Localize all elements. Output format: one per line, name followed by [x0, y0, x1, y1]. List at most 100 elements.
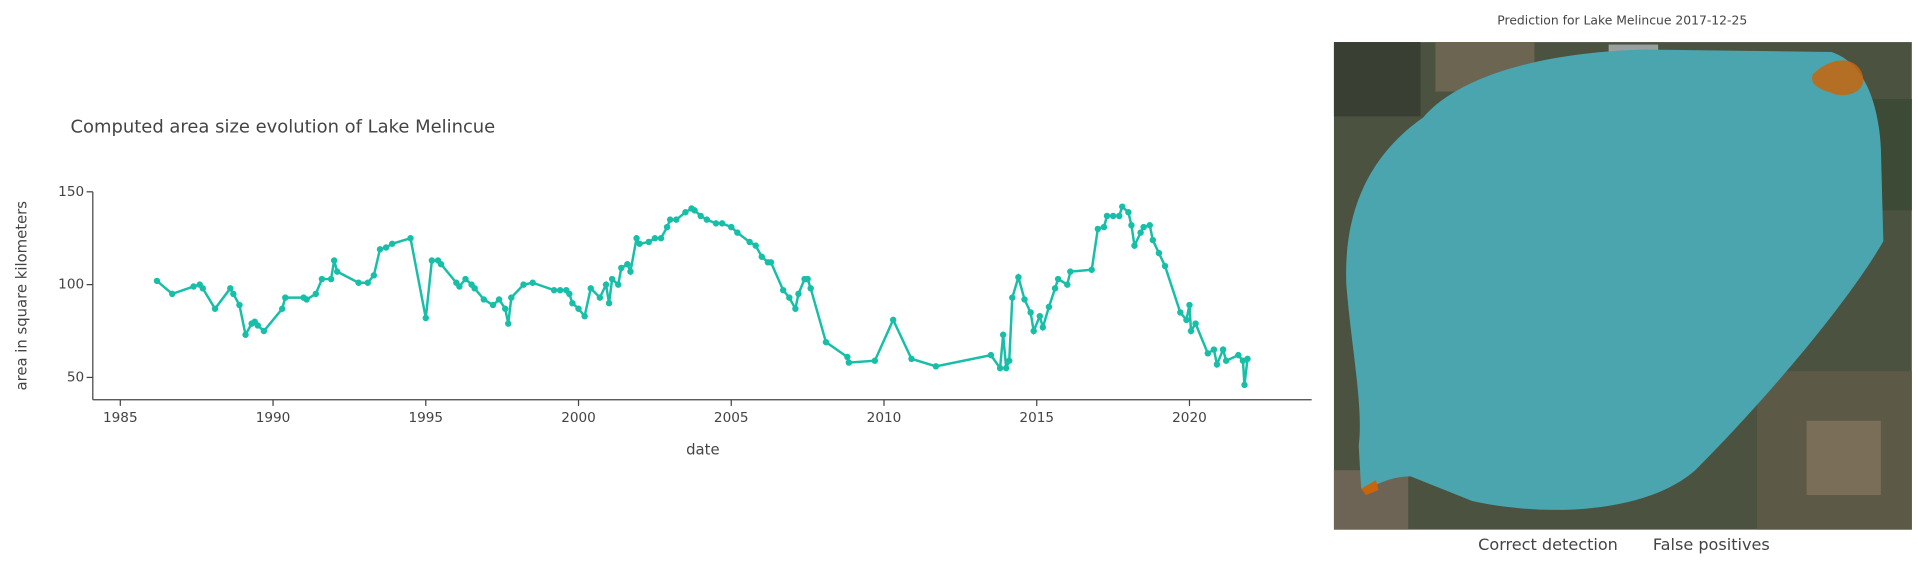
- data-point: [795, 290, 802, 298]
- data-point: [230, 290, 237, 298]
- data-point: [1210, 346, 1218, 353]
- data-point: [691, 207, 698, 214]
- data-point: [480, 296, 488, 303]
- y-axis-title: area in square kilometers: [13, 201, 30, 390]
- data-point: [1137, 229, 1144, 236]
- data-point: [376, 246, 384, 253]
- x-tick-label: 2010: [867, 410, 902, 426]
- data-point: [318, 275, 326, 283]
- data-point: [987, 351, 995, 359]
- data-point: [278, 305, 286, 312]
- data-point: [1140, 223, 1147, 231]
- data-point: [1177, 309, 1184, 316]
- data-point: [169, 290, 176, 298]
- data-point: [673, 216, 680, 223]
- data-point: [663, 223, 671, 231]
- data-point: [242, 331, 249, 338]
- data-point: [1115, 212, 1123, 220]
- data-point: [1030, 327, 1037, 335]
- image-title: Prediction for Lake Melincue 2017-12-25: [1497, 14, 1747, 28]
- data-point: [1241, 381, 1248, 389]
- data-point: [845, 359, 853, 366]
- x-tick-label: 2005: [714, 410, 749, 426]
- data-point: [333, 268, 341, 275]
- data-point: [999, 331, 1007, 338]
- data-point: [355, 279, 362, 286]
- data-point: [508, 294, 515, 301]
- data-point: [844, 353, 851, 361]
- data-point: [550, 286, 558, 294]
- data-point: [505, 320, 512, 327]
- data-point: [1222, 357, 1230, 364]
- x-tick-label: 1995: [408, 410, 443, 426]
- data-point: [153, 277, 161, 285]
- x-tick-label: 2000: [561, 410, 596, 426]
- data-point: [1128, 222, 1135, 229]
- data-point: [752, 242, 759, 249]
- data-point: [996, 364, 1004, 372]
- data-point: [471, 285, 478, 292]
- data-point: [1146, 222, 1153, 229]
- data-point: [1051, 285, 1059, 292]
- data-point: [556, 286, 564, 294]
- data-point: [190, 283, 197, 290]
- data-point: [1054, 275, 1062, 283]
- data-point: [682, 209, 689, 216]
- data-point: [569, 299, 576, 307]
- data-point: [236, 301, 243, 309]
- data-point: [624, 260, 631, 268]
- data-point: [1213, 361, 1221, 368]
- data-point: [1149, 236, 1157, 244]
- data-point: [364, 279, 371, 286]
- data-point: [1219, 346, 1227, 353]
- y-tick-label: 150: [58, 184, 84, 200]
- data-point: [871, 357, 879, 364]
- data-point: [575, 305, 582, 312]
- data-point: [1039, 324, 1047, 331]
- data-point: [437, 260, 445, 268]
- data-point: [282, 294, 289, 301]
- data-point: [495, 296, 503, 303]
- data-point: [407, 234, 414, 242]
- data-point: [1027, 309, 1034, 316]
- data-point: [734, 229, 741, 236]
- data-point: [428, 257, 436, 264]
- data-point: [1015, 273, 1022, 281]
- data-point: [618, 264, 625, 272]
- data-point: [566, 290, 573, 298]
- data-point: [254, 322, 261, 329]
- data-point: [1192, 320, 1199, 327]
- data-point: [712, 220, 720, 227]
- data-point: [758, 253, 766, 260]
- data-point: [602, 281, 610, 288]
- satellite-image: [1333, 42, 1912, 530]
- data-point: [1067, 268, 1074, 275]
- x-tick-label: 1985: [103, 410, 138, 426]
- data-point: [501, 305, 509, 312]
- data-point: [1119, 203, 1126, 210]
- data-point: [382, 244, 390, 251]
- data-point: [1088, 266, 1095, 273]
- data-point: [932, 363, 940, 370]
- data-point: [581, 312, 588, 320]
- data-point: [1100, 223, 1108, 231]
- data-point: [1235, 351, 1242, 359]
- data-point: [779, 286, 787, 294]
- data-point: [1002, 364, 1010, 372]
- data-point: [327, 275, 335, 283]
- data-point: [370, 272, 378, 279]
- data-point: [1094, 225, 1102, 233]
- data-point: [666, 216, 674, 223]
- data-point: [260, 327, 268, 335]
- data-point: [1109, 212, 1117, 220]
- data-point: [422, 314, 429, 322]
- data-point: [804, 275, 811, 283]
- data-point: [633, 234, 640, 242]
- data-point: [1186, 301, 1193, 309]
- chart-title: Computed area size evolution of Lake Mel…: [71, 116, 496, 137]
- data-point: [1187, 327, 1195, 335]
- data-point: [1204, 350, 1212, 357]
- legend-entry: False positives: [1653, 535, 1770, 554]
